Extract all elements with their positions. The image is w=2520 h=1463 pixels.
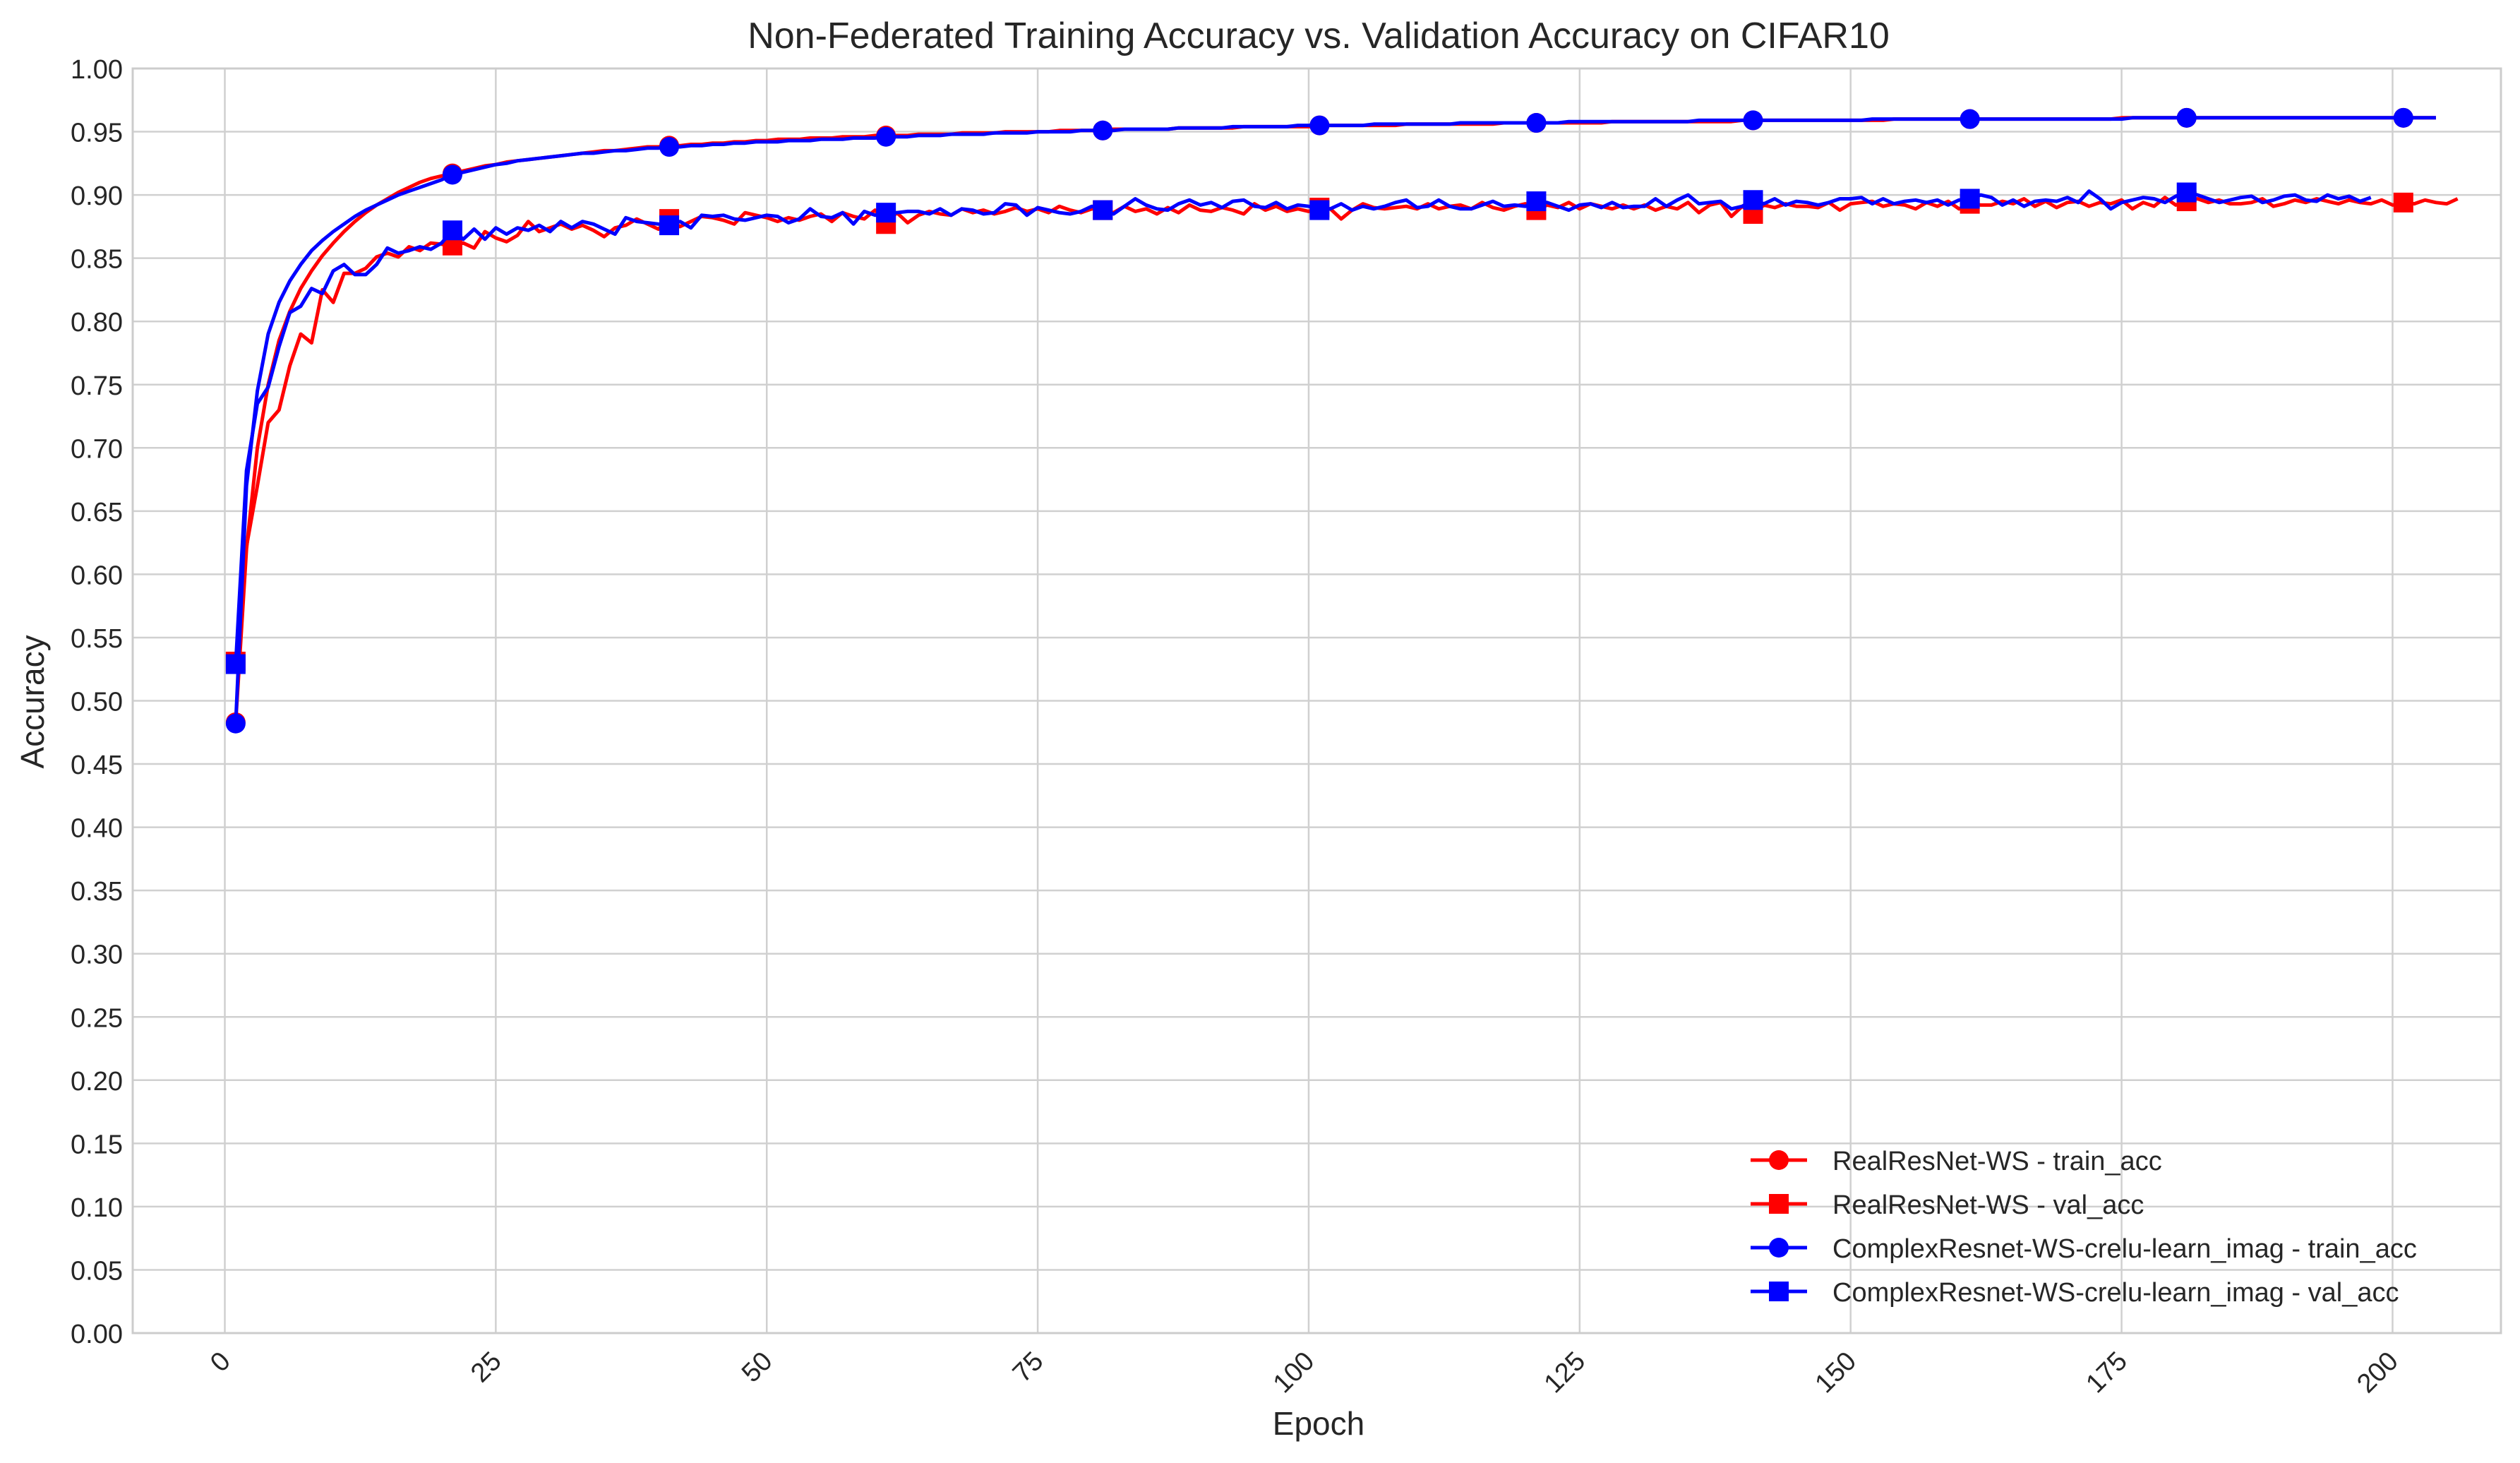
y-tick-label: 0.45 [71,751,123,780]
y-tick-label: 0.95 [71,119,123,148]
legend-entry: RealResNet-WS - val_acc [1751,1190,2144,1220]
series-line [234,189,2372,664]
x-tick-labels: 0 25 50 75 100 125 150 175 200 [205,1346,2404,1399]
x-tick-label: 150 [1810,1346,1863,1399]
y-tick-label: 0.65 [71,498,123,527]
x-tick-label: 200 [2351,1346,2404,1399]
plot-border [131,67,2502,1334]
legend-marker [1769,1238,1789,1258]
y-tick-label: 0.35 [71,877,123,907]
y-tick-label: 0.20 [71,1067,123,1097]
data-point [1309,200,1330,220]
y-tick-label: 0.05 [71,1256,123,1286]
y-tick-labels: 0.00 0.05 0.10 0.15 0.20 0.25 0.30 0.35 0.40 0.45… [71,55,123,1349]
data-point [1526,191,1547,212]
data-point [1093,200,1113,220]
x-tick-label: 75 [1007,1346,1050,1389]
grid-lines [133,67,2501,1334]
series-1 [225,191,2459,671]
data-point [1309,115,1330,136]
data-point [659,215,680,236]
x-tick-label: 125 [1539,1346,1592,1399]
data-point [1743,190,1763,210]
data-point [2176,182,2197,203]
x-tick-label: 0 [205,1346,236,1378]
legend-label: RealResNet-WS - val_acc [1832,1190,2144,1220]
legend-marker [1769,1150,1789,1170]
y-tick-label: 0.75 [71,371,123,401]
y-tick-label: 0.50 [71,688,123,717]
y-tick-label: 0.25 [71,1003,123,1033]
data-point [2393,107,2413,128]
data-point [1526,113,1547,133]
y-tick-label: 0.30 [71,940,123,970]
data-point [1960,109,1980,129]
legend: RealResNet-WS - train_acc RealResNet-WS -… [1751,1147,2417,1308]
x-tick-label: 25 [465,1346,508,1389]
series-line [234,116,2436,724]
y-tick-label: 0.90 [71,181,123,211]
x-axis-label: Epoch [1273,1405,1364,1442]
data-point [2393,192,2413,213]
x-tick-label: 100 [1268,1346,1321,1399]
legend-entry: ComplexResnet-WS-crelu-learn_imag - val_… [1751,1278,2399,1308]
legend-label: ComplexResnet-WS-crelu-learn_imag - val_… [1832,1278,2399,1308]
y-tick-label: 0.00 [71,1320,123,1349]
chart-title: Non-Federated Training Accuracy vs. Vali… [748,16,1890,56]
x-tick-label: 175 [2080,1346,2133,1399]
legend-label: RealResNet-WS - train_acc [1832,1147,2162,1176]
x-tick-label: 50 [736,1346,779,1389]
y-tick-label: 0.40 [71,814,123,844]
legend-label: ComplexResnet-WS-crelu-learn_imag - trai… [1832,1234,2417,1264]
data-point [225,713,246,734]
legend-marker [1769,1282,1789,1301]
data-point [442,165,462,185]
data-point [659,137,680,157]
data-point [1093,120,1113,141]
y-tick-label: 0.85 [71,245,123,275]
data-point [1743,110,1763,131]
y-tick-label: 0.15 [71,1130,123,1159]
legend-marker [1769,1194,1789,1214]
data-point [442,220,462,241]
y-axis-label: Accuracy [14,635,51,768]
y-tick-label: 0.70 [71,434,123,464]
series-line [234,116,2436,723]
y-tick-label: 0.80 [71,308,123,338]
data-point [225,654,246,674]
y-tick-label: 1.00 [71,55,123,85]
y-tick-label: 0.10 [71,1193,123,1223]
data-point [876,126,896,147]
series-2 [225,107,2436,734]
legend-entry: ComplexResnet-WS-crelu-learn_imag - trai… [1751,1234,2417,1264]
y-tick-label: 0.60 [71,561,123,590]
series-group [225,107,2459,734]
data-point [1960,189,1980,209]
series-line [234,196,2459,662]
data-point [2176,107,2197,128]
y-tick-label: 0.55 [71,624,123,654]
legend-entry: RealResNet-WS - train_acc [1751,1147,2162,1176]
plot-frame [131,67,2502,1334]
series-3 [225,182,2372,674]
data-point [876,203,896,223]
